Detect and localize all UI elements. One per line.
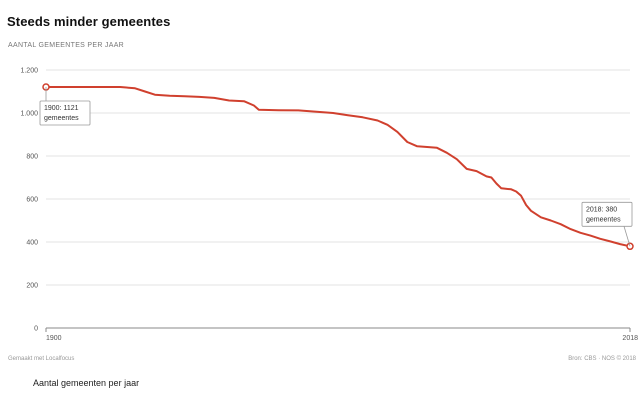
x-tick-label-1: 2018 xyxy=(622,335,638,342)
y-tick-label-3: 600 xyxy=(26,197,38,204)
annotation-text-0-1: gemeentes xyxy=(44,115,79,122)
line-chart: 0 200 400 600 800 1.000 1.200 1900 2018 1900: 1… xyxy=(20,68,638,343)
figure-caption: Aantal gemeenten per jaar xyxy=(33,378,140,388)
y-tick-label-1: 200 xyxy=(26,283,38,290)
annotations-layer: 1900: 1121 gemeentes 2018: 380 gemeentes xyxy=(39,86,633,247)
series-layer xyxy=(42,83,634,251)
y-tick-label-4: 800 xyxy=(26,154,38,161)
chart-subtitle: AANTAL GEMEENTES PER JAAR xyxy=(8,42,125,49)
y-tick-label-0: 0 xyxy=(34,326,38,333)
y-tick-labels: 0 200 400 600 800 1.000 1.200 xyxy=(20,68,38,333)
annotation-connector-1 xyxy=(623,226,631,247)
x-tick-labels: 1900 2018 xyxy=(45,328,638,342)
annotation-box-1 xyxy=(581,201,633,227)
y-tick-label-6: 1.200 xyxy=(20,68,38,75)
y-tick-label-2: 400 xyxy=(26,240,38,247)
chart-panel: Steeds minder gemeentes AANTAL GEMEENTES… xyxy=(7,14,638,362)
grid-lines xyxy=(46,69,630,329)
footer-credit: Gemaakt met Localfocus xyxy=(8,356,75,362)
x-tick-label-0: 1900 xyxy=(46,335,62,342)
series-line-0 xyxy=(45,86,631,248)
annotation-box-0 xyxy=(39,100,91,126)
annotation-text-1-1: gemeentes xyxy=(586,216,621,223)
annotation-text-1-0: 2018: 380 xyxy=(586,206,617,213)
chart-title: Steeds minder gemeentes xyxy=(7,14,171,29)
footer-source: Bron: CBS · NOS © 2018 xyxy=(568,356,636,362)
y-tick-label-5: 1.000 xyxy=(20,111,38,118)
annotation-text-0-0: 1900: 1121 xyxy=(44,105,79,112)
